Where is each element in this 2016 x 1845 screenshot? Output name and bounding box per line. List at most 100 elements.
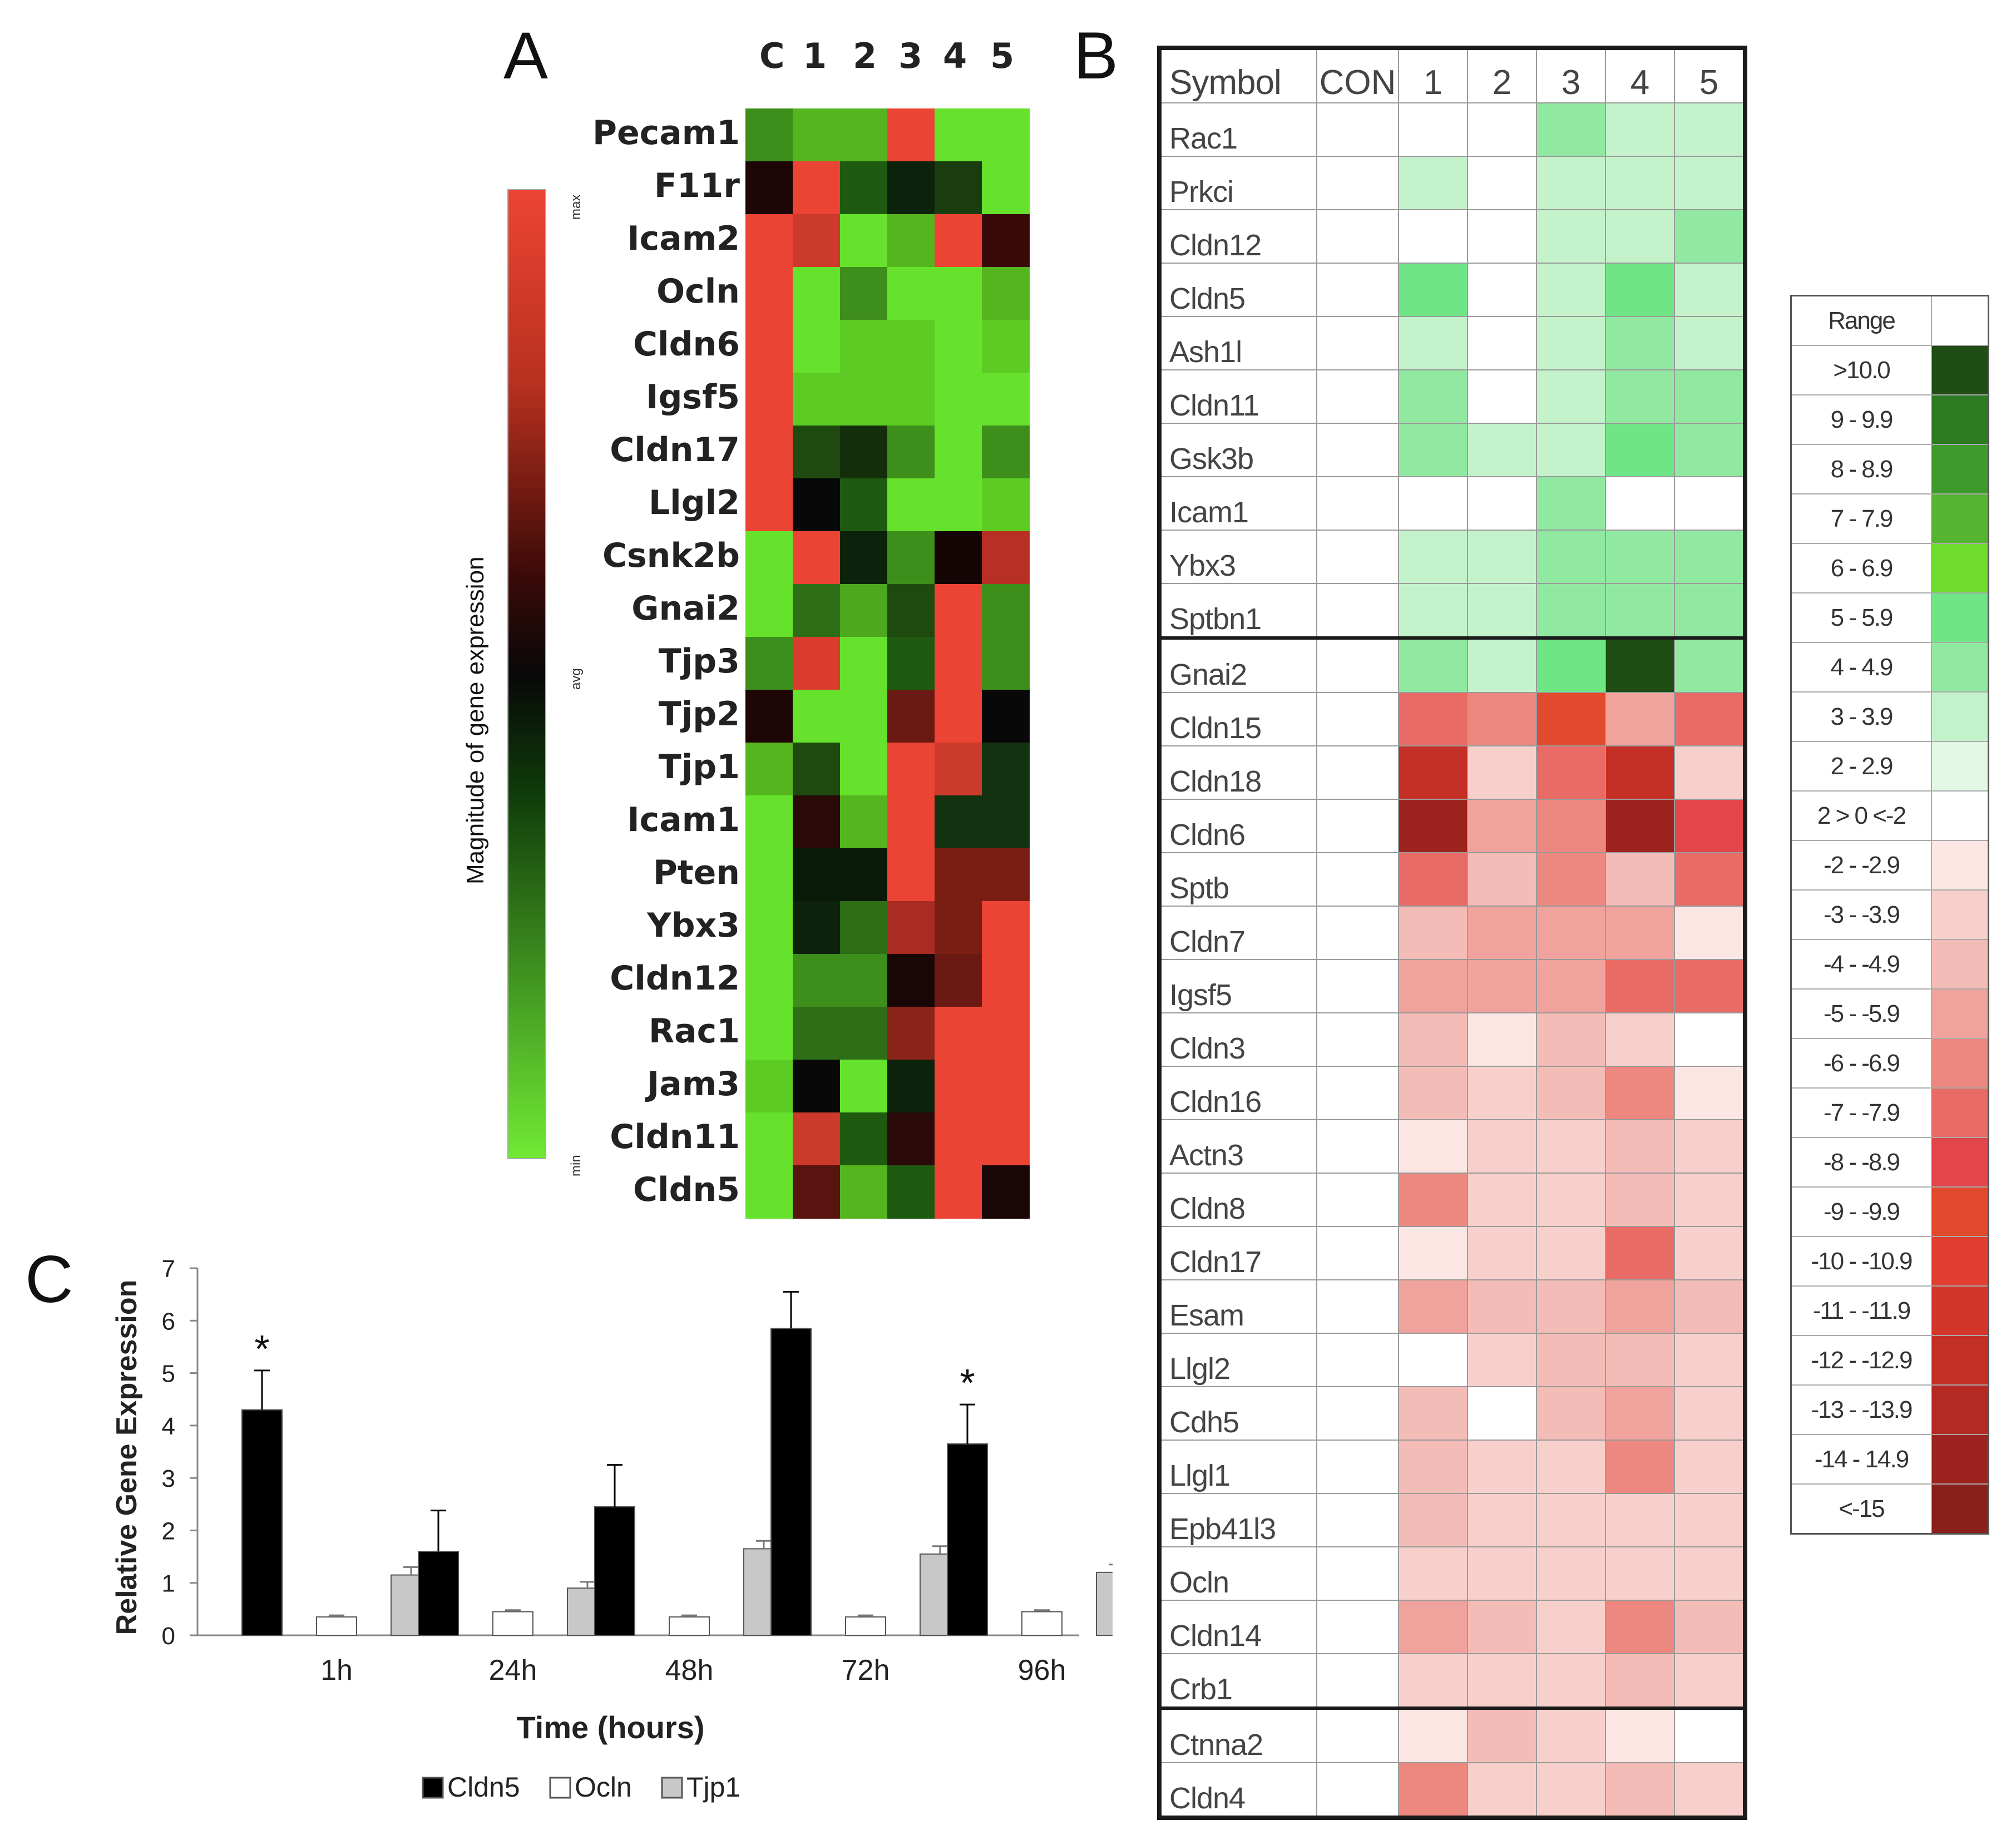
fold-change-cell	[1398, 1386, 1468, 1441]
fold-change-cell	[1467, 209, 1537, 264]
table-row: Llgl2	[1159, 1333, 1746, 1387]
fold-change-cell	[1674, 423, 1746, 477]
panel-a-heatmap-cell	[887, 1165, 935, 1219]
panel-a-heatmap-cell	[982, 1007, 1030, 1060]
fold-change-cell	[1536, 1440, 1606, 1494]
panel-a-heatmap-cell	[982, 584, 1030, 637]
fold-change-cell	[1605, 263, 1675, 317]
y-tick-label: 5	[162, 1361, 175, 1388]
legend-swatch	[1931, 394, 1989, 445]
control-cell	[1316, 1333, 1399, 1387]
fold-change-cell	[1398, 1493, 1468, 1547]
gene-symbol-cell: Gnai2	[1159, 636, 1317, 693]
panel-a-heatmap-cell	[745, 901, 793, 954]
legend-row: -5 - -5.9	[1790, 988, 1989, 1039]
panel-a-gene-label: Igsf5	[646, 378, 740, 417]
table-row: Gsk3b	[1159, 423, 1746, 477]
panel-a-column-label: 1	[803, 36, 827, 76]
legend-swatch	[1931, 691, 1989, 742]
fold-change-cell	[1536, 1546, 1606, 1601]
control-cell	[1316, 1493, 1399, 1547]
panel-a-heatmap-cell	[840, 373, 888, 426]
panel-a-heatmap-cell	[793, 531, 841, 585]
panel-a-heatmap-cell	[935, 1060, 982, 1113]
fold-change-cell	[1605, 745, 1675, 800]
control-cell	[1316, 959, 1399, 1013]
legend-row: -6 - -6.9	[1790, 1038, 1989, 1089]
table-row: Actn3	[1159, 1119, 1746, 1174]
panel-a-heatmap-cell	[887, 690, 935, 743]
panel-a-heatmap-cell	[887, 478, 935, 532]
panel-a-heatmap-cell	[982, 426, 1030, 479]
fold-change-cell	[1467, 423, 1537, 477]
fold-change-cell	[1605, 1493, 1675, 1547]
control-cell	[1316, 156, 1399, 210]
fold-change-cell	[1536, 1653, 1606, 1709]
gene-symbol-cell: Epb41l3	[1159, 1493, 1317, 1547]
fold-change-cell	[1605, 156, 1675, 210]
y-tick-label: 0	[162, 1623, 175, 1650]
table-header-cell: 4	[1605, 47, 1675, 103]
legend-label: -5 - -5.9	[1790, 988, 1932, 1039]
gene-symbol-cell: Icam1	[1159, 476, 1317, 531]
panel-a-heatmap-cell	[840, 1007, 888, 1060]
panel-a-heatmap-cell	[982, 161, 1030, 215]
fold-change-cell	[1398, 1066, 1468, 1120]
fold-change-cell	[1605, 1173, 1675, 1227]
legend-label-cldn5: Cldn5	[447, 1772, 520, 1803]
panel-a-heatmap-cell	[887, 214, 935, 268]
fold-change-cell	[1398, 369, 1468, 424]
table-row: Cldn8	[1159, 1173, 1746, 1227]
panel-a-heatmap-cell	[935, 1165, 982, 1219]
fold-change-cell	[1674, 1546, 1746, 1601]
fold-change-cell	[1467, 1653, 1537, 1709]
panel-a-heatmap-cell	[793, 954, 841, 1007]
significance-marker: *	[960, 1361, 975, 1404]
fold-change-cell	[1674, 799, 1746, 853]
panel-a-heatmap-cell	[840, 214, 888, 268]
control-cell	[1316, 316, 1399, 370]
legend-title-swatch	[1931, 295, 1989, 346]
fold-change-cell	[1398, 102, 1468, 157]
gene-symbol-cell: Cldn3	[1159, 1012, 1317, 1067]
fold-change-cell	[1398, 1546, 1468, 1601]
fold-change-cell	[1605, 1546, 1675, 1601]
control-cell	[1316, 799, 1399, 853]
panel-a-heatmap-cell	[935, 848, 982, 902]
control-cell	[1316, 423, 1399, 477]
panel-a-heatmap-cell	[745, 373, 793, 426]
gene-symbol-cell: Cdh5	[1159, 1386, 1317, 1441]
panel-a-heatmap-cell	[793, 637, 841, 690]
panel-a-heatmap-cell	[745, 795, 793, 849]
fold-change-cell	[1605, 1386, 1675, 1441]
legend-swatch-cldn5	[422, 1777, 444, 1799]
bar-cldn5	[947, 1443, 988, 1636]
gene-symbol-cell: Actn3	[1159, 1119, 1317, 1174]
control-cell	[1316, 1173, 1399, 1227]
legend-row: -4 - -4.9	[1790, 939, 1989, 990]
legend-swatch	[1931, 1434, 1989, 1485]
panel-a-heatmap-cell	[887, 1112, 935, 1166]
fold-change-cell	[1605, 1706, 1675, 1763]
panel-a-heatmap-cell	[840, 426, 888, 479]
panel-a-gene-label: Rac1	[648, 1012, 740, 1051]
panel-a-gene-labels: Pecam1 F11r Icam2 Ocln Cldn6 Igsf5 Cldn17 Llgl2…	[534, 108, 740, 1206]
control-cell	[1316, 692, 1399, 746]
panel-a-heatmap-cell	[982, 320, 1030, 373]
legend-label: 3 - 3.9	[1790, 691, 1932, 742]
gene-symbol-cell: Cldn7	[1159, 906, 1317, 960]
fold-change-cell	[1605, 1600, 1675, 1654]
panel-a-heatmap-cell	[793, 795, 841, 849]
panel-a-gene-label: Tjp1	[658, 748, 740, 787]
table-row: Cldn11	[1159, 369, 1746, 424]
fold-change-cell	[1605, 369, 1675, 424]
fold-change-cell	[1605, 209, 1675, 264]
significance-marker: *	[254, 1327, 269, 1371]
panel-a-heatmap-cell	[935, 161, 982, 215]
panel-c-bar-chart: 0 1 2 3 4 5 6 7 1h 24h 48h 72h 96h * * Relative Gene Ex…	[111, 1255, 1113, 1803]
bar-tjp1	[1096, 1571, 1113, 1636]
fold-change-cell	[1467, 1546, 1537, 1601]
gene-symbol-cell: Ctnna2	[1159, 1706, 1317, 1763]
y-tick-label: 2	[162, 1517, 175, 1545]
fold-change-cell	[1536, 423, 1606, 477]
